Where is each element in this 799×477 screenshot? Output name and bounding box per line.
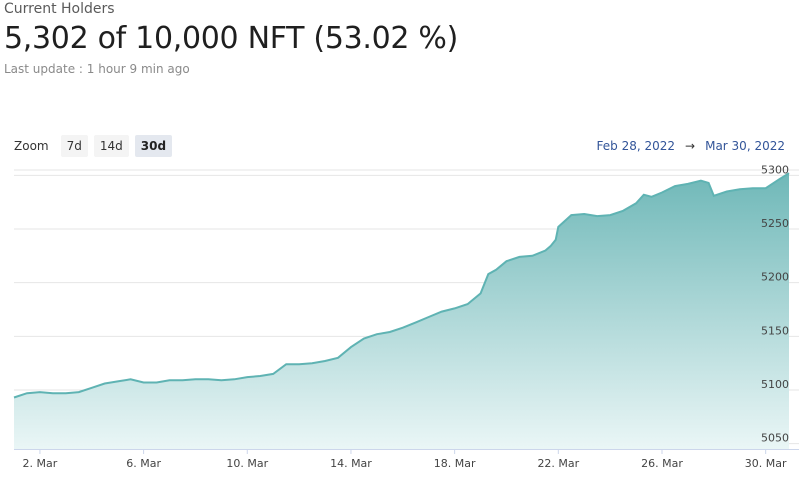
holders-area <box>14 173 789 449</box>
x-tick-label: 10. Mar <box>226 457 268 470</box>
holders-headline: 5,302 of 10,000 NFT (53.02 %) <box>4 21 459 56</box>
x-tick-label: 26. Mar <box>641 457 683 470</box>
x-axis-labels: 2. Mar 6. Mar 10. Mar 14. Mar 18. Mar 22. Mar… <box>23 449 787 470</box>
zoom-14d-button[interactable]: 14d <box>93 135 129 157</box>
y-tick-label: 5100 <box>761 378 789 391</box>
x-tick-label: 6. Mar <box>126 457 161 470</box>
x-tick-label: 30. Mar <box>745 457 787 470</box>
range-from-date[interactable]: Feb 28, 2022 <box>596 139 676 153</box>
zoom-7d-button[interactable]: 7d <box>60 135 88 157</box>
y-tick-label: 5250 <box>761 217 789 230</box>
range-to-date[interactable]: Mar 30, 2022 <box>705 139 785 153</box>
y-axis-labels: 5050 5100 5150 5200 5250 5300 <box>761 163 789 444</box>
date-range: Feb 28, 2022 → Mar 30, 2022 <box>597 139 785 153</box>
x-tick-label: 18. Mar <box>434 457 476 470</box>
x-tick-label: 22. Mar <box>537 457 579 470</box>
holders-chart: 5050 5100 5150 5200 5250 5300 2. Mar 6. Mar 10.… <box>13 163 799 470</box>
range-arrow: → <box>685 139 696 153</box>
y-tick-label: 5200 <box>761 271 789 284</box>
last-update-text: Last update : 1 hour 9 min ago <box>4 62 190 76</box>
section-label: Current Holders <box>4 1 115 17</box>
x-tick-label: 2. Mar <box>23 457 58 470</box>
y-tick-label: 5050 <box>761 432 789 445</box>
y-tick-label: 5300 <box>761 163 789 176</box>
y-tick-label: 5150 <box>761 324 789 337</box>
zoom-bar: Zoom 7d 14d 30d <box>14 135 173 157</box>
x-tick-label: 14. Mar <box>330 457 372 470</box>
holders-line <box>13 172 790 399</box>
zoom-30d-button[interactable]: 30d <box>134 135 173 157</box>
zoom-label: Zoom <box>14 139 49 153</box>
